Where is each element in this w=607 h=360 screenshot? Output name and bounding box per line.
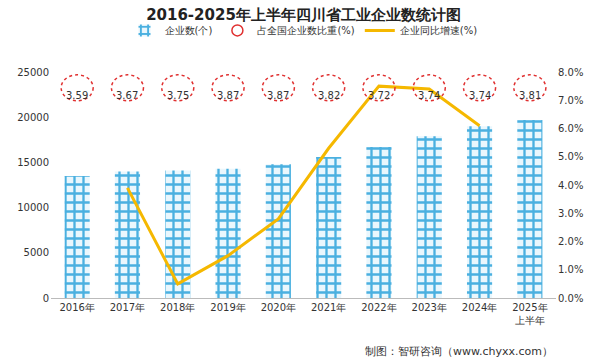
svg-text:3.74: 3.74	[418, 90, 440, 101]
svg-text:7.0%: 7.0%	[558, 95, 583, 106]
svg-text:8.0%: 8.0%	[558, 67, 583, 78]
svg-text:企业数(个): 企业数(个)	[165, 25, 213, 36]
svg-text:2017年: 2017年	[110, 302, 145, 313]
svg-text:3.87: 3.87	[217, 90, 239, 101]
svg-text:企业同比增速(%): 企业同比增速(%)	[400, 25, 477, 36]
svg-text:20000: 20000	[17, 112, 49, 123]
svg-text:2024年: 2024年	[462, 302, 497, 313]
svg-text:2025年上半年: 2025年上半年	[512, 302, 547, 326]
svg-text:3.67: 3.67	[116, 90, 138, 101]
svg-text:1.0%: 1.0%	[558, 264, 583, 275]
svg-text:25000: 25000	[17, 67, 49, 78]
svg-text:3.81: 3.81	[519, 90, 541, 101]
svg-text:3.75: 3.75	[167, 90, 189, 101]
svg-text:10000: 10000	[17, 202, 49, 213]
svg-text:0: 0	[43, 293, 49, 304]
svg-text:5000: 5000	[24, 247, 49, 258]
svg-text:3.59: 3.59	[66, 90, 88, 101]
svg-text:2.0%: 2.0%	[558, 236, 583, 247]
svg-text:2016年: 2016年	[59, 302, 94, 313]
svg-text:2022年: 2022年	[361, 302, 396, 313]
svg-text:2018年: 2018年	[160, 302, 195, 313]
svg-text:2016-2025年上半年四川省工业企业数统计图: 2016-2025年上半年四川省工业企业数统计图	[146, 6, 461, 24]
svg-text:5.0%: 5.0%	[558, 151, 583, 162]
svg-text:3.74: 3.74	[469, 90, 491, 101]
svg-text:0.0%: 0.0%	[558, 293, 583, 304]
svg-text:占全国企业数比重(%): 占全国企业数比重(%)	[257, 25, 354, 36]
svg-text:2023年: 2023年	[412, 302, 447, 313]
svg-text:2019年: 2019年	[210, 302, 245, 313]
svg-text:3.82: 3.82	[318, 90, 340, 101]
svg-text:制图：智研咨询（www.chyxx.com）: 制图：智研咨询（www.chyxx.com）	[365, 345, 553, 358]
svg-text:2021年: 2021年	[311, 302, 346, 313]
svg-text:3.0%: 3.0%	[558, 208, 583, 219]
svg-text:2020年: 2020年	[261, 302, 296, 313]
svg-text:15000: 15000	[17, 157, 49, 168]
svg-text:4.0%: 4.0%	[558, 180, 583, 191]
svg-text:3.87: 3.87	[267, 90, 289, 101]
svg-text:6.0%: 6.0%	[558, 123, 583, 134]
svg-text:3.72: 3.72	[368, 90, 390, 101]
